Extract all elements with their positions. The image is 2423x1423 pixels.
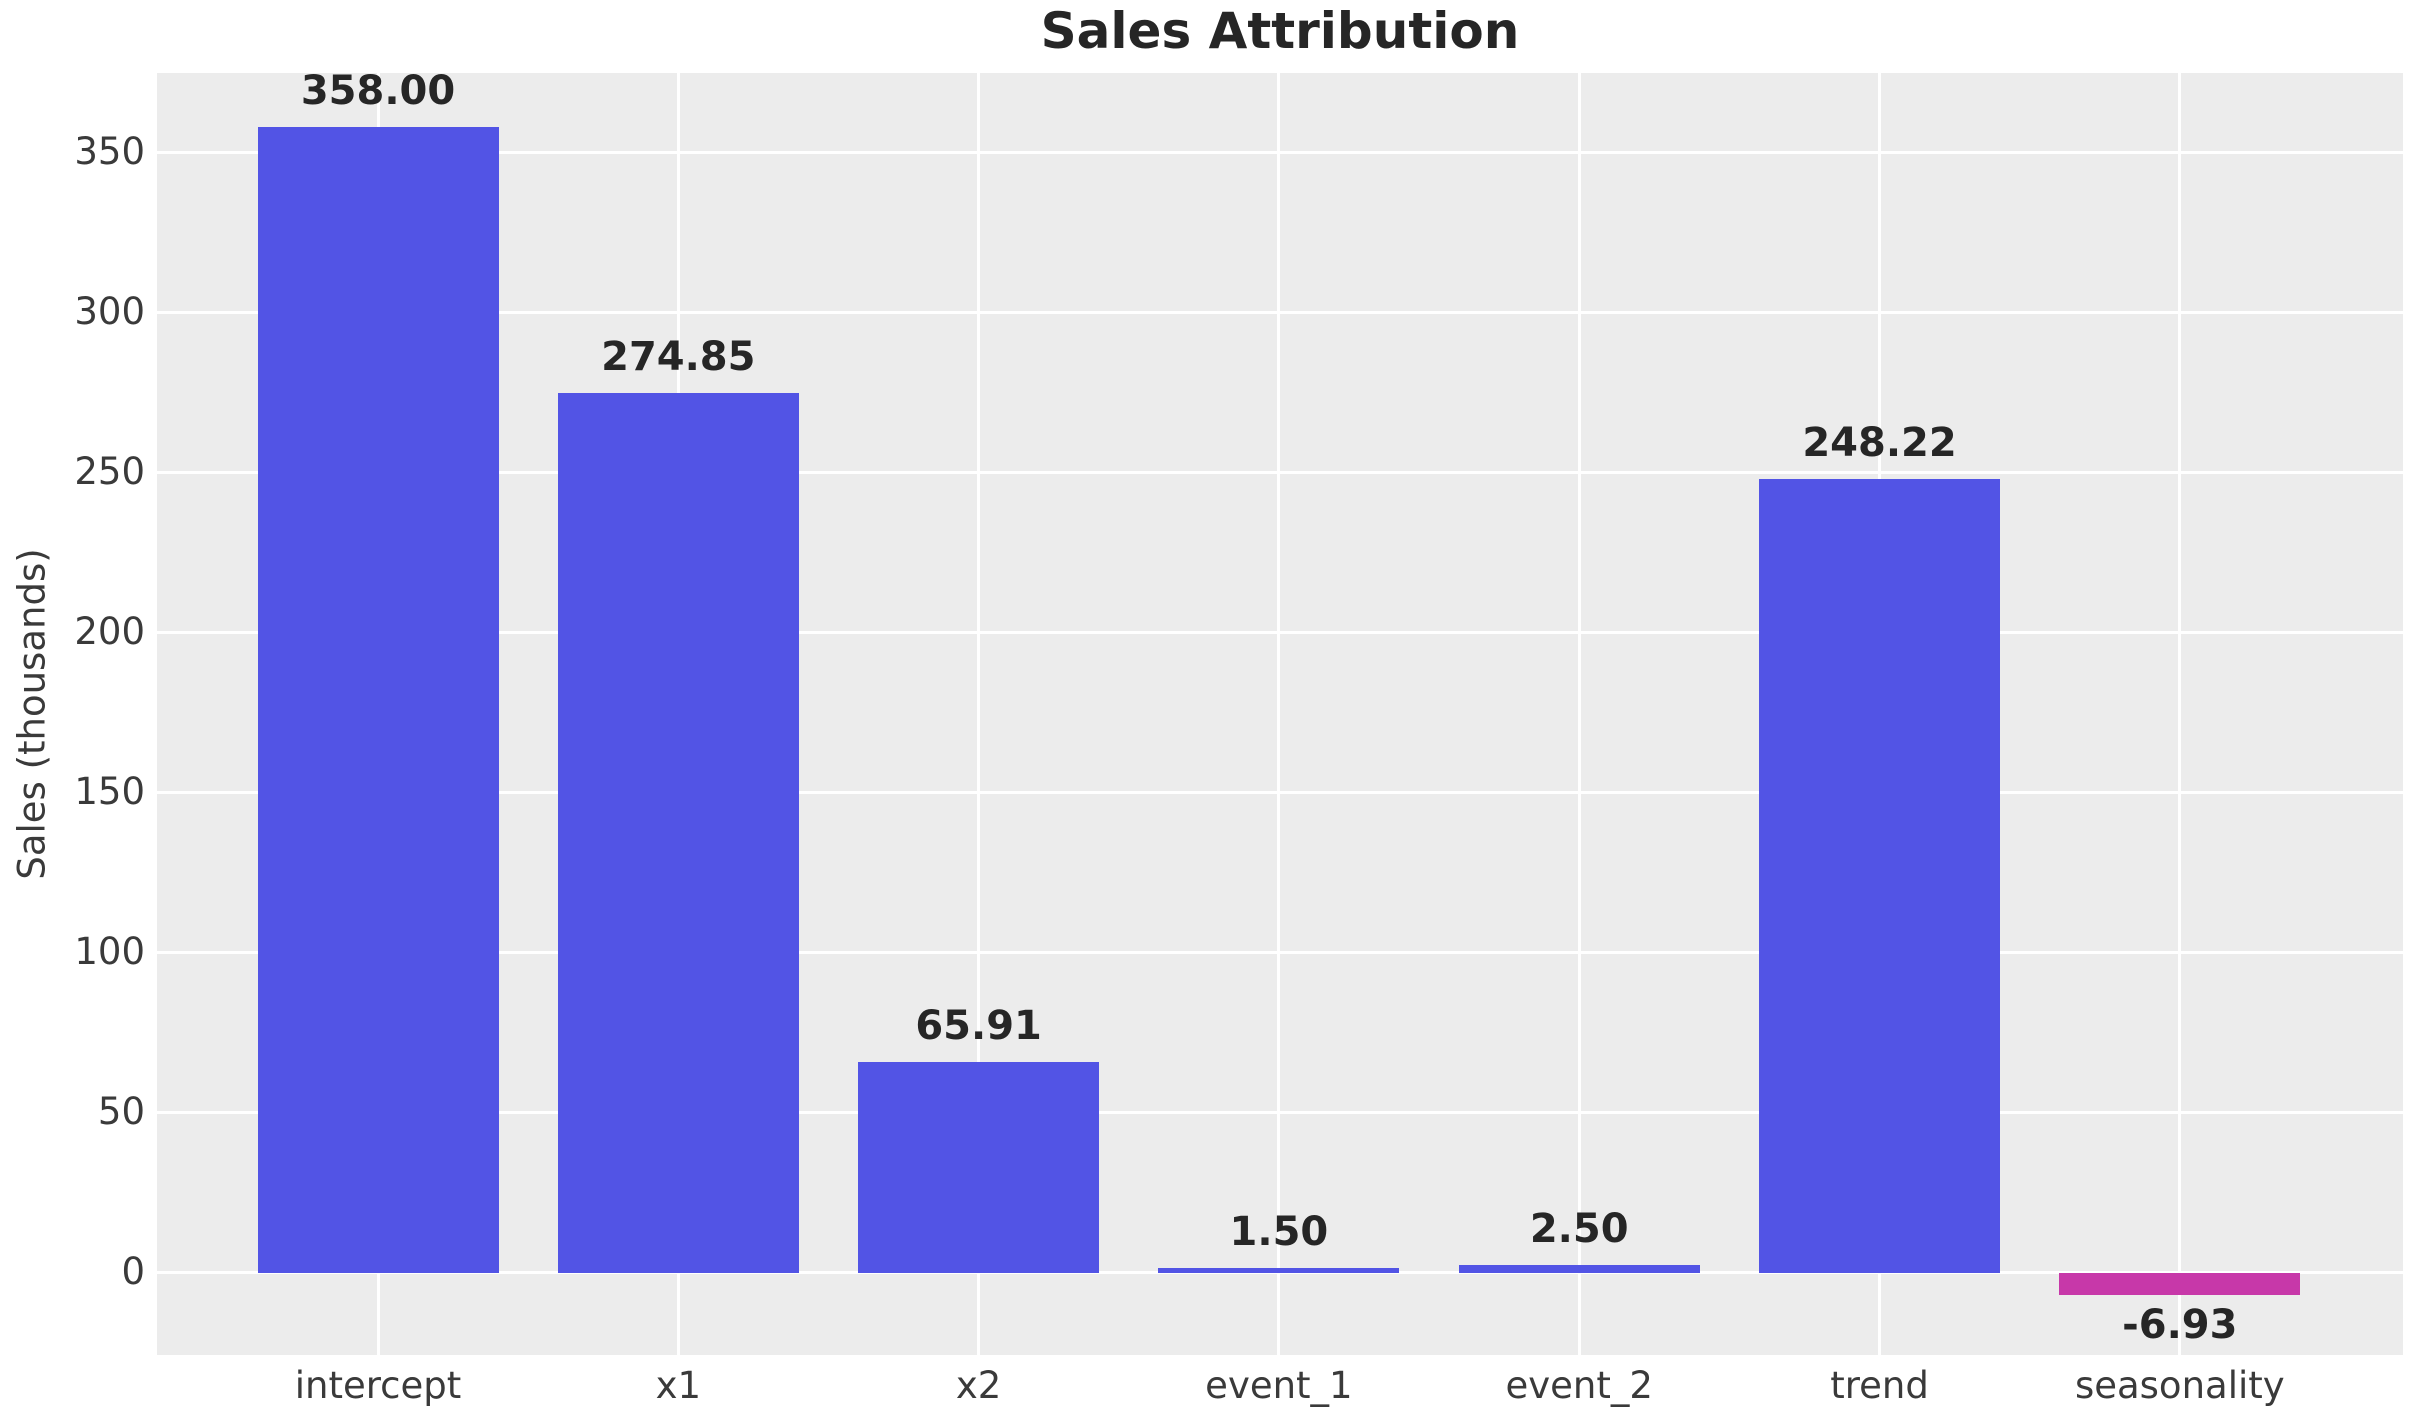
- y-tick-label: 350: [74, 129, 145, 173]
- bar-trend: [1759, 478, 2000, 1273]
- bar-value-label: 2.50: [1529, 1205, 1629, 1252]
- bar-value-label: 65.91: [915, 1003, 1042, 1050]
- x-tick-label: x2: [955, 1364, 1002, 1407]
- v-gridline: [1277, 73, 1281, 1355]
- bar-value-label: 1.50: [1229, 1209, 1329, 1256]
- y-tick-label: 200: [74, 609, 145, 653]
- bar-value-label: 248.22: [1802, 419, 1957, 466]
- x-tick-label: event_2: [1505, 1364, 1653, 1407]
- v-gridline: [1577, 73, 1581, 1355]
- v-gridline: [2178, 73, 2182, 1355]
- y-tick-label: 300: [74, 289, 145, 333]
- bar-value-label: -6.93: [2122, 1302, 2238, 1349]
- bar-intercept: [257, 127, 499, 1273]
- y-tick-label: 150: [74, 769, 145, 813]
- y-tick-label: 50: [97, 1089, 145, 1133]
- x-tick-label: trend: [1830, 1364, 1929, 1407]
- bar-value-label: 358.00: [300, 68, 456, 115]
- x-tick-label: intercept: [294, 1364, 462, 1407]
- x-tick-label: event_1: [1205, 1364, 1353, 1407]
- x-tick-label: seasonality: [2074, 1364, 2285, 1407]
- bar-value-label: 274.85: [601, 334, 756, 381]
- bar-x2: [858, 1062, 1100, 1273]
- plot-area: 358.00 274.85 65.91 1.50 2.50 248.22 -6.93: [157, 69, 2403, 1355]
- bar-x1: [557, 393, 799, 1273]
- y-tick-label: 0: [121, 1249, 145, 1293]
- bar-event_2: [1458, 1264, 1700, 1273]
- chart-title: Sales Attribution: [1040, 2, 1520, 60]
- y-tick-label: 250: [74, 449, 145, 493]
- bar-event_1: [1158, 1268, 1400, 1273]
- x-tick-label: x1: [655, 1364, 702, 1407]
- bar-seasonality: [2059, 1272, 2301, 1296]
- v-gridline: [977, 73, 981, 1355]
- y-tick-label: 100: [74, 929, 145, 973]
- y-axis-label: Sales (thousands): [10, 548, 54, 880]
